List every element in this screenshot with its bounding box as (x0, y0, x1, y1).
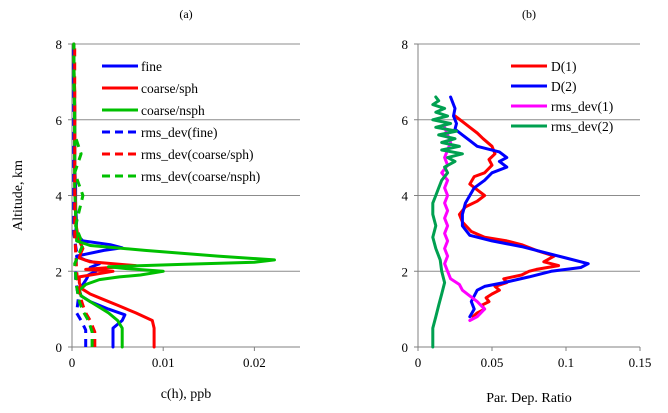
legend: D(1) D(2) rms_dev(1) rms_dev(2) (511, 59, 613, 134)
panel-label: (b) (522, 7, 536, 21)
series-line-coarse-nsph (72, 42, 276, 349)
y-tick-label: 0 (402, 340, 409, 355)
x-tick-label: 0 (415, 355, 422, 370)
legend-label: rms_dev(coarse/nsph) (141, 169, 260, 184)
y-tick-label: 6 (56, 113, 63, 128)
legend: fine coarse/sph coarse/nsph rms_dev(fine)rm… (102, 59, 260, 184)
legend-label: D(1) (551, 59, 577, 74)
x-tick-label: 0.15 (629, 355, 652, 370)
y-tick-label: 2 (402, 264, 409, 279)
panel-a: 0 2 4 6 8 0 0.01 0.02 fine coarse/sph coarse/nsph r… (11, 7, 300, 402)
series-line-d-1- (453, 114, 561, 319)
y-tick-label: 8 (402, 37, 409, 52)
panel-b: 0 2 4 6 8 0 0.05 0.1 0.15 D(1) D(2) rms_dev(1) rms_d… (402, 7, 652, 406)
y-axis-label: Altitude, km (11, 160, 26, 231)
y-tick-label: 2 (56, 264, 63, 279)
x-tick-label: 0.05 (481, 355, 504, 370)
legend-label: rms_dev(fine) (141, 125, 217, 140)
series-line-rms-dev-2- (431, 95, 464, 349)
y-tick-label: 4 (402, 189, 409, 204)
y-tick-label: 8 (56, 37, 63, 52)
legend-label: rms_dev(1) (551, 99, 613, 114)
panel-label: (a) (179, 7, 192, 21)
x-tick-label: 0 (69, 355, 76, 370)
x-axis-label: c(h), ppb (161, 387, 212, 402)
legend-label: coarse/nsph (141, 103, 205, 118)
x-axis-label: Par. Dep. Ratio (486, 391, 572, 406)
legend-label: D(2) (551, 79, 577, 94)
series-line-d-2- (449, 95, 590, 319)
series-line-rms-dev-coarse-nsph- (72, 43, 94, 347)
legend-label: rms_dev(coarse/sph) (141, 147, 253, 162)
y-tick-label: 4 (56, 189, 63, 204)
legend-label: coarse/sph (141, 81, 198, 96)
series-line-rms-dev-coarse-sph- (73, 44, 97, 347)
y-tick-label: 6 (402, 113, 409, 128)
legend-label: fine (141, 59, 162, 74)
x-tick-label: 0.02 (243, 355, 266, 370)
x-tick-label: 0.01 (152, 355, 175, 370)
legend-label: rms_dev(2) (551, 119, 613, 134)
x-tick-label: 0.1 (558, 355, 574, 370)
y-tick-label: 0 (56, 340, 63, 355)
series-line-rms-dev-1- (440, 125, 487, 322)
